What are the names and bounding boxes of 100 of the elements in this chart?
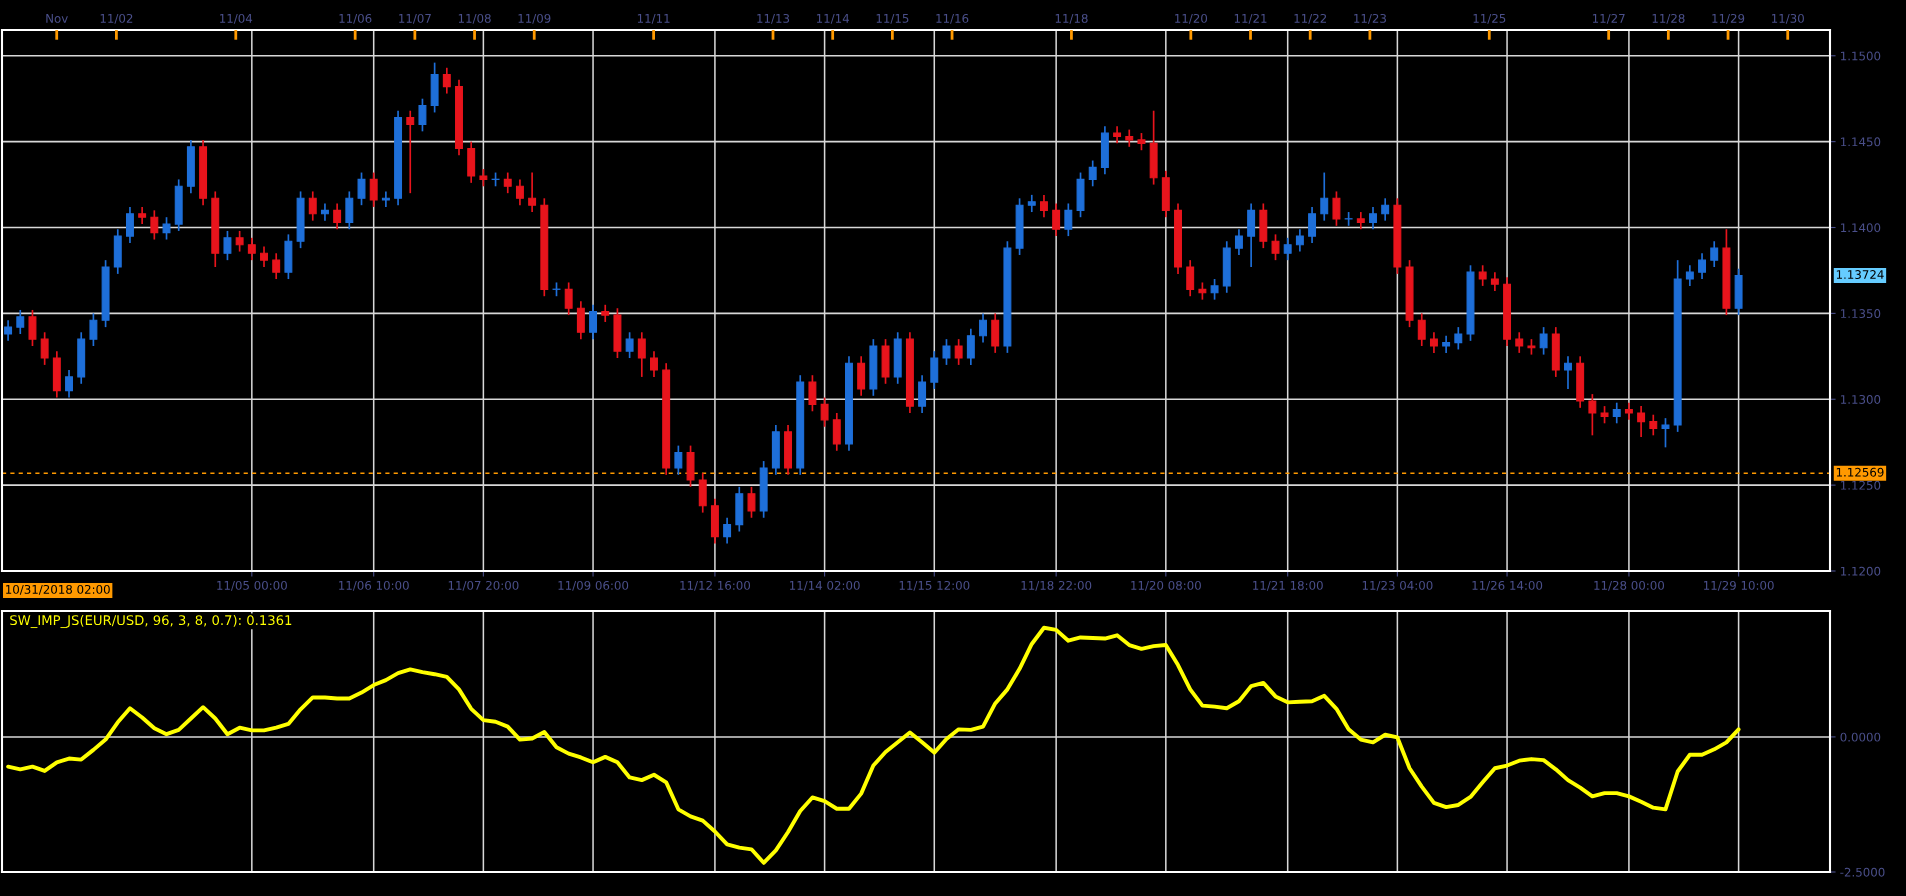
- candlestick: [1283, 236, 1292, 261]
- candlestick: [369, 171, 378, 208]
- y-tick-label: 1.1300: [1841, 394, 1881, 404]
- candlestick: [1271, 233, 1280, 261]
- text: 1.13724: [1836, 270, 1884, 280]
- candlestick: [589, 303, 598, 340]
- x-tick-label: 11/20 08:00: [1131, 580, 1201, 591]
- candlestick: [1649, 413, 1658, 437]
- candlestick: [1478, 264, 1487, 287]
- x-tick-label: 11/26 14:00: [1472, 580, 1543, 591]
- y-tick-label: 1.1450: [1841, 137, 1881, 147]
- candlestick: [723, 516, 732, 545]
- candlestick: [1088, 159, 1097, 188]
- candlestick: [1308, 206, 1317, 244]
- candlestick: [820, 396, 829, 428]
- x-tick-label: 11/23 04:00: [1362, 580, 1433, 591]
- x2-tick-label: 11/11: [637, 14, 670, 24]
- x2-tick-label: 11/20: [1175, 13, 1208, 24]
- candlestick: [674, 444, 683, 476]
- candlestick: [1186, 259, 1195, 298]
- candlestick: [1539, 326, 1548, 356]
- x2-tick-label: 11/14: [816, 14, 850, 24]
- candlestick: [1612, 401, 1621, 425]
- y-tick-label: 1.1500: [1841, 51, 1881, 61]
- x2-tick-label: 11/15: [876, 14, 909, 24]
- text: 10/31/2018 02:00: [6, 584, 110, 595]
- candlestick: [1320, 171, 1329, 222]
- candlestick: [1698, 252, 1707, 280]
- candlestick: [1332, 190, 1341, 227]
- candlestick: [260, 245, 268, 268]
- candlestick: [1564, 355, 1572, 390]
- x2-tick-label: 11/30: [1772, 13, 1804, 24]
- candlestick: [381, 190, 390, 208]
- candlestick: [625, 331, 634, 359]
- y-tick-label: 1.1350: [1841, 309, 1881, 319]
- candlestick: [1588, 393, 1597, 437]
- candlestick: [1661, 417, 1670, 449]
- x-tick-label: 11/09 06:00: [558, 580, 629, 591]
- candlestick: [162, 216, 171, 241]
- candlestick: [418, 97, 427, 133]
- x2-tick-label: 11/18: [1055, 13, 1088, 24]
- x2-tick-label: 11/09: [518, 13, 551, 24]
- x2-tick-label: 11/22: [1294, 13, 1327, 24]
- x2-tick-label: Nov: [46, 14, 68, 23]
- candlestick: [40, 331, 49, 366]
- candlestick: [564, 281, 573, 316]
- x2-tick-label: 11/21: [1234, 13, 1267, 24]
- x-tick-label: 11/21 18:00: [1253, 580, 1323, 591]
- candlestick: [1429, 331, 1438, 354]
- candlestick: [235, 230, 244, 253]
- x2-tick-label: 11/04: [220, 13, 253, 24]
- candlestick: [1234, 228, 1243, 256]
- x-tick-label: 11/18 22:00: [1021, 580, 1092, 591]
- candlestick: [89, 312, 98, 347]
- x-tick-label: 11/07 20:00: [448, 580, 519, 591]
- candlestick: [954, 338, 963, 366]
- x2-tick-label: 11/29: [1712, 13, 1745, 24]
- candlestick: [125, 206, 134, 244]
- candlestick: [308, 190, 317, 222]
- candlestick: [1210, 278, 1219, 301]
- candlestick: [247, 236, 256, 261]
- x-tick-label: 11/06 10:00: [339, 580, 409, 591]
- candlestick: [320, 202, 329, 222]
- x-tick-label: 11/12 16:00: [680, 580, 751, 591]
- candlestick: [528, 171, 537, 213]
- candlestick: [1710, 240, 1719, 268]
- candlestick: [747, 486, 756, 519]
- x2-tick-label: 11/25: [1473, 13, 1506, 24]
- candlestick: [515, 178, 524, 207]
- candlestick: [1381, 197, 1390, 222]
- candlestick: [1052, 202, 1061, 237]
- candlestick: [942, 338, 951, 366]
- candlestick: [1369, 206, 1377, 231]
- x2-tick-label: 11/16: [936, 13, 969, 24]
- candlestick: [1454, 326, 1463, 351]
- candlestick: [1039, 194, 1048, 219]
- chart-title: SW_IMP_JS(EUR/USD, 96, 3, 8, 0.7): 0.1361: [10, 614, 292, 629]
- x2-tick-label: 11/13: [757, 13, 790, 24]
- x2-tick-label: 11/28: [1652, 13, 1685, 24]
- candlestick: [28, 309, 37, 347]
- y-tick-label: 1.1200: [1841, 566, 1881, 576]
- candlestick: [1295, 228, 1304, 253]
- candlestick: [1417, 312, 1426, 347]
- candlestick: [808, 374, 817, 413]
- candlestick: [16, 309, 25, 335]
- candlestick: [65, 369, 73, 399]
- x2-tick-label: 11/07: [399, 13, 431, 24]
- candlestick: [966, 328, 975, 366]
- x-tick-label: 11/28 00:00: [1594, 580, 1665, 591]
- candlestick: [979, 312, 987, 344]
- candlestick: [406, 109, 415, 194]
- x-tick-label: 11/15 12:00: [899, 580, 970, 591]
- candlestick: [1685, 264, 1694, 287]
- y-tick-label: -2.5000: [1840, 867, 1885, 877]
- x-tick-label: 11/29 10:00: [1704, 580, 1774, 591]
- candlestick: [272, 252, 281, 280]
- candlestick: [503, 171, 512, 194]
- candlestick: [1515, 331, 1524, 354]
- x2-tick-label: 11/08: [458, 13, 491, 24]
- x2-tick-label: 11/27: [1592, 13, 1625, 24]
